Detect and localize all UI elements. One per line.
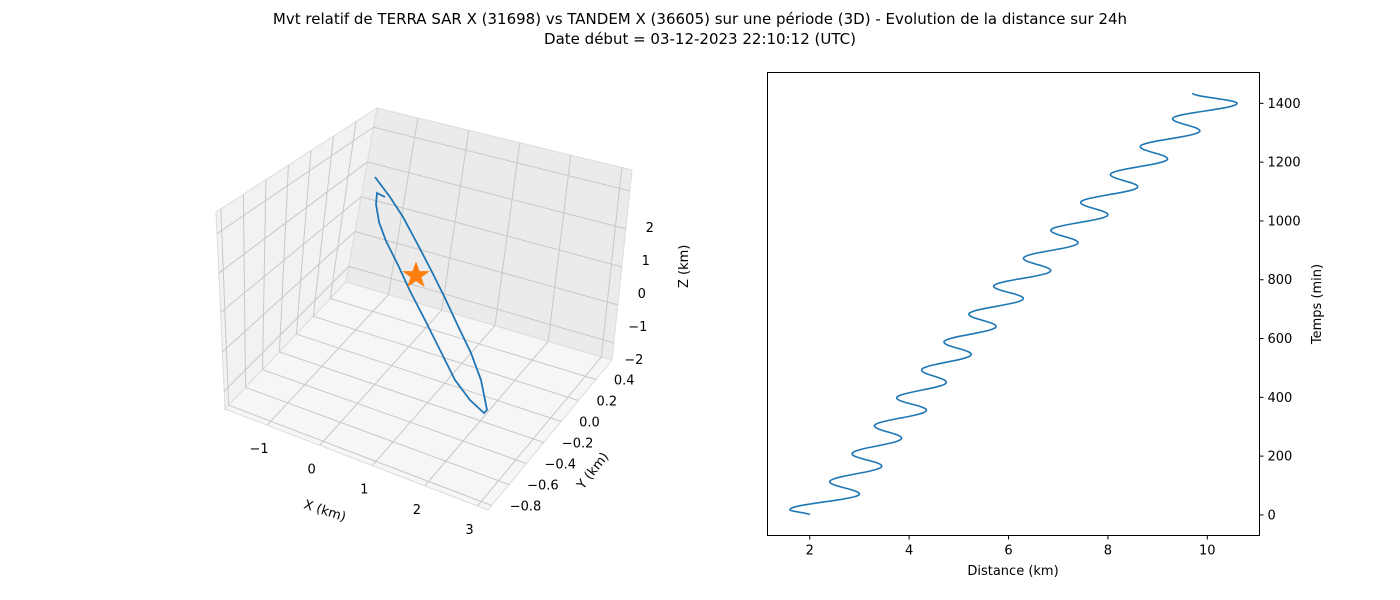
y-axis-label: Temps (min) (1310, 264, 1325, 345)
y-tick-label: 1200 (1268, 156, 1301, 171)
pane-floor (224, 281, 613, 511)
trajectory-line (374, 176, 488, 415)
z-gridline (220, 196, 362, 313)
z-axis-label-3d: Z (km) (677, 245, 692, 288)
y-gridline (296, 333, 562, 422)
z-tick-label-3d: 1 (642, 254, 650, 269)
y-tick-label-3d: −0.4 (544, 458, 576, 473)
y-tick-label: 600 (1268, 332, 1293, 347)
z-tick-label-3d: 0 (638, 287, 646, 302)
x-gridline (371, 325, 496, 466)
y-tick-label: 200 (1268, 450, 1293, 465)
y-gridline (262, 179, 267, 370)
y-gridline (245, 386, 510, 485)
z-gridline (223, 265, 350, 392)
x-tick-label: 10 (1199, 544, 1216, 559)
y-gridline (262, 369, 527, 464)
x-tick-label: 6 (1004, 544, 1012, 559)
distance-time-axes: 2 4 6 8 10 0 200 400 600 800 1000 1200 1400 Distanc… (767, 72, 1325, 579)
plot-frame (767, 72, 1260, 536)
z-gridline (361, 196, 622, 268)
figure-title-line2: Date début = 03-12-2023 22:10:12 (UTC) (544, 30, 856, 48)
y-gridline (312, 136, 335, 317)
x-tick-label-3d: 0 (308, 462, 316, 477)
figure-title-line1: Mvt relatif de TERRA SAR X (31698) vs TA… (273, 10, 1127, 28)
z-gridline (354, 231, 618, 306)
y-tick-label-3d: −0.8 (510, 500, 542, 515)
x-tick-label-3d: 3 (465, 523, 473, 538)
x-tick-label: 4 (905, 544, 913, 559)
x-tick-label: 2 (806, 544, 814, 559)
y-tick-label: 0 (1268, 508, 1276, 523)
x-gridline (319, 309, 443, 446)
x-gridline (494, 142, 521, 326)
x-gridline (477, 356, 602, 507)
y-tick-label-3d: −0.6 (527, 479, 559, 494)
y-gridline (330, 298, 597, 380)
y-tick-label: 400 (1268, 391, 1293, 406)
y-gridline (279, 351, 544, 443)
y-gridline (228, 404, 492, 506)
x-ticks: 2 4 6 8 10 (806, 535, 1216, 559)
z-gridline (373, 126, 630, 192)
y-ticks: 0 200 400 600 800 1000 1200 1400 (1259, 97, 1301, 523)
x-tick-label-3d: 2 (413, 503, 421, 518)
y-tick-label: 800 (1268, 273, 1293, 288)
x-gridline (441, 130, 470, 311)
z-gridline (222, 231, 356, 353)
reference-star-marker (401, 261, 431, 288)
x-tick-label-3d: 1 (360, 483, 368, 498)
z-gridline (218, 161, 368, 274)
y-tick-label: 1000 (1268, 214, 1301, 229)
y-gridline (278, 165, 289, 352)
z-gridline (367, 161, 626, 230)
3d-gridlines (216, 117, 630, 507)
y-tick-label: 1400 (1268, 97, 1301, 112)
y-gridline (242, 194, 247, 388)
z-gridline (348, 265, 614, 344)
y-tick-label-3d: 0.4 (614, 374, 635, 389)
y-gridline (220, 208, 230, 406)
y-tick-label-3d: 0.2 (597, 395, 618, 410)
y-tick-label-3d: −0.2 (562, 437, 594, 452)
y-gridline (313, 315, 579, 401)
x-gridline (388, 117, 419, 295)
x-gridline (424, 340, 549, 487)
z-tick-label-3d: −1 (628, 320, 647, 335)
distance-series-line (788, 92, 1239, 516)
z-tick-label-3d: 2 (646, 221, 654, 236)
x-gridline (266, 294, 389, 426)
x-tick-label-3d: −1 (249, 442, 268, 457)
x-gridline (547, 155, 572, 342)
x-gridline (600, 167, 623, 357)
3d-tick-labels: −1 0 1 2 3 −0.8 −0.6 −0.4 −0.2 0.0 0.2 0.4 2 1 0 −1 −2 (249, 221, 653, 538)
y-gridline (329, 121, 357, 299)
z-gridline (216, 126, 374, 235)
z-tick-label-3d: −2 (624, 353, 643, 368)
y-gridline (295, 150, 312, 335)
x-tick-label: 8 (1104, 544, 1112, 559)
x-axis-label: Distance (km) (967, 564, 1058, 579)
y-tick-label-3d: 0.0 (579, 416, 600, 431)
